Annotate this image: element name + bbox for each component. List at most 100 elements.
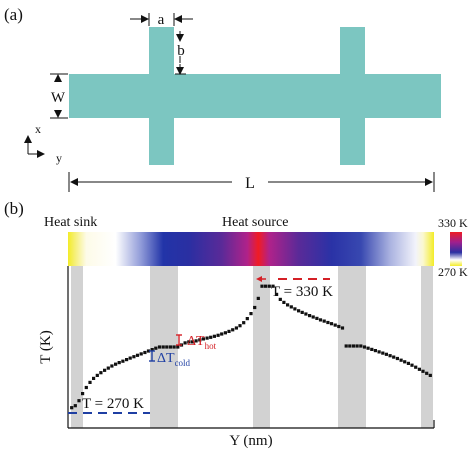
data-point bbox=[168, 345, 173, 349]
data-point bbox=[399, 358, 403, 362]
data-point bbox=[132, 355, 136, 359]
heat-sink-label: Heat sink bbox=[44, 215, 97, 230]
data-point bbox=[388, 354, 392, 358]
panel-b-label: (b) bbox=[4, 199, 24, 218]
data-point bbox=[139, 352, 143, 356]
data-point bbox=[381, 351, 385, 355]
data-point bbox=[77, 399, 81, 403]
data-point bbox=[161, 345, 165, 349]
data-point bbox=[223, 331, 227, 335]
data-point bbox=[264, 284, 268, 288]
data-point bbox=[348, 344, 352, 348]
axis-x-label: x bbox=[35, 122, 41, 136]
data-point bbox=[194, 339, 198, 343]
data-point bbox=[81, 392, 85, 396]
dim-b-label: b bbox=[177, 43, 185, 59]
data-point bbox=[366, 346, 370, 350]
panel-a-label: (a) bbox=[4, 5, 23, 24]
delta-t-hot-marker: ΔThot bbox=[176, 334, 217, 351]
data-point bbox=[377, 350, 381, 354]
dim-w-label: W bbox=[51, 90, 66, 106]
data-point bbox=[231, 328, 235, 332]
data-point bbox=[249, 312, 253, 316]
data-point bbox=[322, 319, 326, 323]
data-point bbox=[329, 322, 334, 326]
gray-band-5 bbox=[421, 266, 433, 428]
data-point bbox=[355, 344, 359, 348]
data-point bbox=[201, 337, 205, 341]
data-point bbox=[293, 307, 297, 311]
data-point bbox=[425, 371, 429, 375]
data-point bbox=[300, 310, 304, 314]
svg-text:ΔTcold: ΔTcold bbox=[157, 351, 191, 368]
data-point bbox=[373, 349, 377, 353]
data-point bbox=[70, 406, 74, 410]
data-point bbox=[92, 376, 96, 380]
data-point bbox=[146, 349, 151, 353]
data-point bbox=[187, 340, 191, 344]
colorbar-max-label: 330 K bbox=[438, 216, 468, 230]
data-point bbox=[260, 284, 264, 288]
data-point bbox=[256, 296, 260, 300]
data-point bbox=[125, 358, 129, 362]
data-point bbox=[253, 305, 257, 310]
data-point bbox=[271, 284, 275, 288]
data-point bbox=[308, 314, 312, 318]
data-point bbox=[234, 326, 238, 330]
data-point bbox=[220, 332, 224, 336]
data-point bbox=[238, 324, 242, 328]
data-point bbox=[289, 305, 293, 309]
data-point bbox=[88, 380, 92, 384]
colorbar bbox=[450, 232, 462, 266]
data-point bbox=[103, 368, 107, 372]
data-point bbox=[333, 323, 337, 327]
delta-t-cold-marker: ΔTcold bbox=[149, 350, 191, 368]
data-point bbox=[362, 345, 367, 349]
dim-l-label: L bbox=[245, 175, 255, 192]
data-point bbox=[359, 344, 363, 348]
data-point bbox=[165, 345, 169, 349]
data-point bbox=[99, 371, 103, 375]
data-point bbox=[143, 350, 147, 355]
data-point bbox=[297, 309, 301, 313]
data-point bbox=[150, 348, 154, 352]
gray-band-1 bbox=[71, 266, 83, 428]
data-point bbox=[267, 284, 271, 288]
data-point bbox=[370, 347, 374, 351]
delta-cold-label: ΔT bbox=[157, 351, 175, 366]
data-point bbox=[117, 361, 121, 365]
axes-indicator: x y bbox=[24, 122, 62, 165]
data-point bbox=[110, 364, 114, 368]
stub-right-top bbox=[340, 27, 365, 75]
delta-hot-label: ΔT bbox=[187, 334, 205, 349]
data-point bbox=[337, 324, 341, 329]
data-point bbox=[395, 356, 399, 361]
data-point bbox=[106, 366, 110, 370]
gray-band-3 bbox=[253, 266, 270, 428]
data-point bbox=[318, 318, 323, 322]
dim-a-label: a bbox=[158, 12, 165, 28]
data-point bbox=[95, 373, 99, 377]
data-point bbox=[135, 353, 140, 357]
data-point bbox=[121, 359, 125, 363]
panel-b: (b) Heat sink Heat source 330 K 270 K T … bbox=[4, 199, 468, 449]
data-point bbox=[340, 326, 345, 330]
data-point bbox=[351, 344, 356, 348]
data-point bbox=[198, 338, 202, 342]
stub-left-top bbox=[149, 27, 174, 75]
data-point bbox=[157, 345, 162, 349]
data-point bbox=[286, 303, 290, 307]
cold-temp-label: T = 270 K bbox=[82, 396, 144, 412]
chart: T (K) Y (nm) T = 330 K T = 270 K ΔTcold bbox=[38, 266, 435, 449]
data-point bbox=[406, 361, 410, 365]
dimension-w: W bbox=[50, 73, 68, 119]
hot-arrowhead bbox=[256, 276, 262, 282]
y-axis-label: T (K) bbox=[38, 330, 54, 363]
x-axis-label: Y (nm) bbox=[229, 433, 272, 449]
data-point bbox=[242, 321, 246, 325]
main-bar bbox=[69, 74, 441, 118]
data-point bbox=[73, 404, 77, 408]
data-point bbox=[154, 346, 158, 350]
data-point bbox=[275, 292, 279, 296]
data-point bbox=[183, 341, 187, 345]
